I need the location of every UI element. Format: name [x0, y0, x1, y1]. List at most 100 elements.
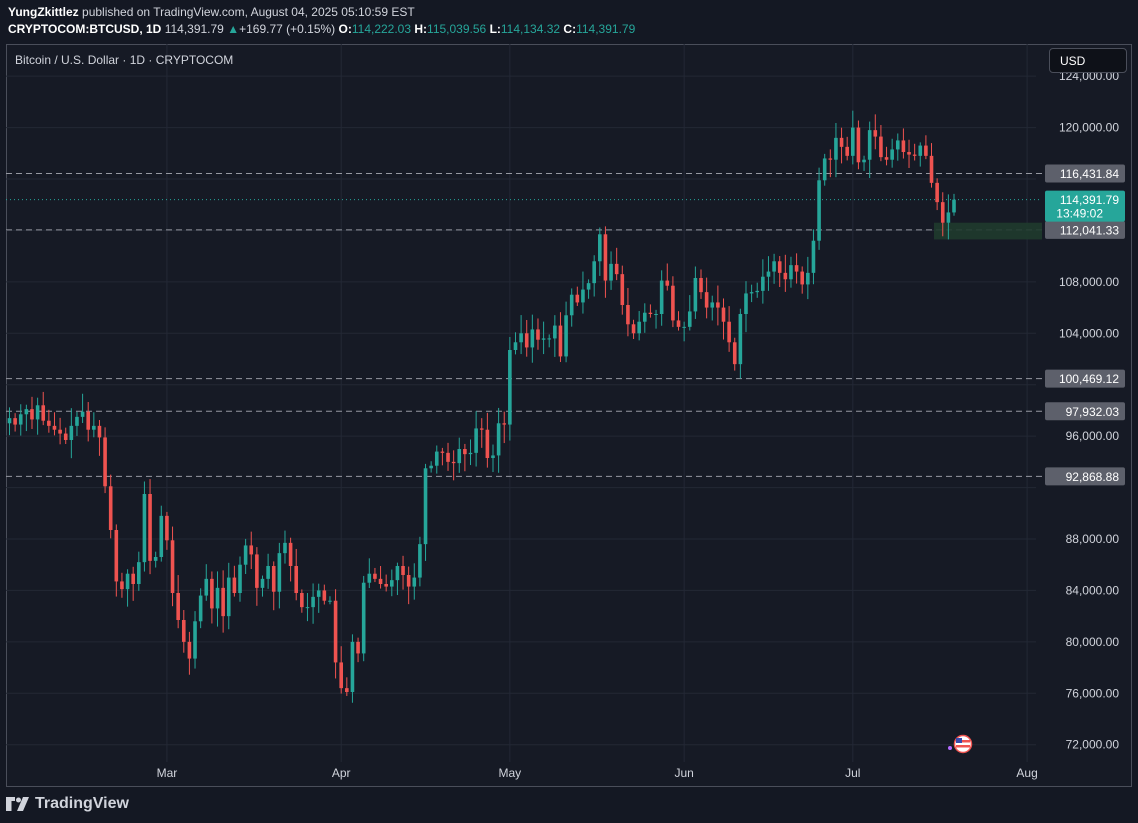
- candle-body: [474, 428, 478, 453]
- symbol-label[interactable]: CRYPTOCOM:BTCUSD, 1D: [8, 22, 162, 36]
- candle-body: [345, 688, 349, 692]
- candle-body: [704, 292, 709, 308]
- candle-body: [508, 350, 512, 425]
- y-axis-tick-label: 96,000.00: [1066, 429, 1120, 443]
- candle-body: [907, 152, 911, 155]
- candle-body: [687, 311, 692, 327]
- candle-body: [97, 425, 102, 438]
- candle-body: [867, 130, 872, 160]
- candle-body: [710, 302, 715, 308]
- us-flag-stripe: [956, 745, 970, 748]
- us-flag-canton: [956, 738, 962, 743]
- currency-button[interactable]: USD: [1049, 48, 1127, 73]
- candle-body: [553, 325, 557, 339]
- open-label: O:: [338, 22, 352, 36]
- level-price-label: 92,868.88: [1066, 470, 1120, 484]
- candle-body: [783, 272, 788, 280]
- candle-countdown-label: 13:49:02: [1056, 207, 1103, 221]
- candle-body: [901, 140, 906, 152]
- candle-body: [271, 566, 276, 592]
- candle-body: [457, 449, 462, 464]
- candle-body: [755, 290, 760, 293]
- low-label: L:: [489, 22, 501, 36]
- candle-body: [283, 542, 287, 554]
- candle-body: [451, 461, 456, 464]
- candle-body: [648, 312, 653, 314]
- candle-body: [311, 596, 315, 608]
- candle-body: [851, 127, 855, 156]
- candle-body: [772, 261, 776, 272]
- author-name[interactable]: YungZkittlez: [8, 5, 79, 19]
- tradingview-logo[interactable]: TradingView: [6, 795, 129, 813]
- candle-body: [193, 621, 197, 659]
- candle-body: [384, 584, 388, 587]
- candle-body: [305, 607, 310, 609]
- candle-body: [63, 433, 68, 440]
- candle-body: [339, 662, 343, 689]
- candle-body: [401, 566, 405, 575]
- candle-body: [496, 423, 501, 456]
- last-price-label: 114,391.79: [1060, 193, 1119, 207]
- candle-body: [232, 577, 237, 593]
- candle-body: [940, 202, 945, 223]
- candle-body: [198, 595, 203, 622]
- chart-canvas[interactable]: 124,000.00 120,000.00 108,000.00 104,000.00…: [6, 44, 1132, 792]
- candle-body: [541, 338, 546, 340]
- candlestick-chart[interactable]: 124,000.00120,000.00108,000.00104,000.00…: [6, 44, 1132, 787]
- candle-body: [721, 307, 726, 322]
- candle-body: [294, 566, 299, 593]
- candle-body: [373, 573, 377, 579]
- candle-body: [125, 573, 130, 590]
- candle-body: [777, 261, 782, 273]
- candle-body: [895, 140, 900, 150]
- candle-body: [924, 145, 928, 156]
- level-price-label: 116,431.84: [1060, 167, 1119, 181]
- candle-body: [519, 333, 523, 343]
- candle-body: [732, 342, 737, 365]
- candle-body: [513, 342, 518, 350]
- candle-body: [547, 338, 552, 340]
- publish-info: YungZkittlez published on TradingView.co…: [8, 5, 415, 19]
- candle-body: [822, 158, 827, 181]
- candle-body: [69, 425, 74, 440]
- candle-body: [41, 405, 46, 421]
- candle-body: [333, 600, 338, 663]
- candle-body: [440, 451, 445, 453]
- publish-text: published on TradingView.com, August 04,…: [82, 5, 415, 19]
- chart-panel[interactable]: [6, 44, 1132, 787]
- candle-body: [811, 240, 816, 273]
- candle-body: [24, 409, 29, 415]
- candle-body: [300, 593, 304, 608]
- x-axis-tick-label: Jun: [674, 766, 693, 780]
- y-axis-tick-label: 104,000.00: [1059, 326, 1119, 340]
- candle-body: [103, 437, 107, 487]
- candle-body: [564, 315, 568, 357]
- last-price-tag: [1045, 190, 1125, 222]
- candle-body: [187, 641, 192, 659]
- candle-body: [322, 590, 327, 601]
- candle-body: [463, 449, 467, 455]
- candle-body: [30, 409, 34, 420]
- candle-body: [738, 314, 743, 365]
- candle-body: [581, 289, 585, 303]
- candle-body: [654, 314, 658, 315]
- candle-body: [108, 486, 113, 530]
- brand-name: TradingView: [35, 795, 129, 812]
- candle-body: [575, 294, 580, 303]
- candle-body: [665, 280, 670, 286]
- candle-body: [434, 451, 439, 466]
- candle-body: [367, 573, 372, 583]
- candle-body: [479, 428, 484, 430]
- candle-body: [418, 544, 422, 578]
- high-value: 115,039.56: [427, 22, 487, 36]
- candle-body: [558, 325, 563, 357]
- candle-body: [361, 582, 366, 654]
- candle-body: [699, 278, 703, 293]
- candle-body: [862, 159, 866, 163]
- candle-body: [502, 423, 507, 425]
- candle-body: [58, 429, 62, 434]
- tradingview-logo-icon: [6, 797, 29, 811]
- candle-body: [761, 276, 765, 291]
- candle-body: [839, 137, 844, 147]
- open-value: 114,222.03: [351, 22, 412, 36]
